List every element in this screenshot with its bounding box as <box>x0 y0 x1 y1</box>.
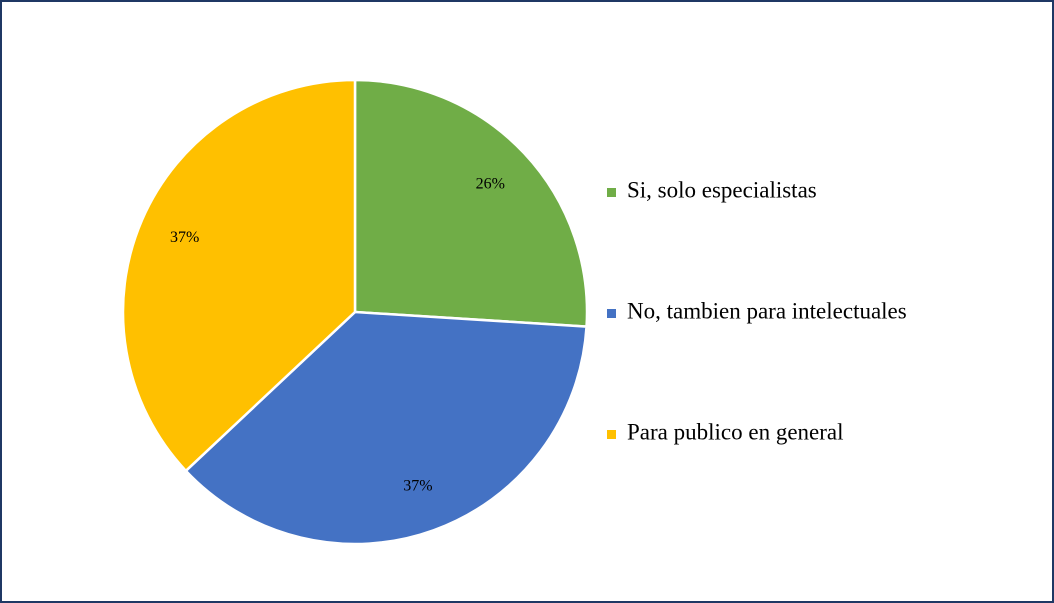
data-label: 37% <box>403 477 432 494</box>
data-label: 26% <box>476 176 505 193</box>
pie-slice <box>353 78 589 328</box>
pie-slice <box>121 78 357 473</box>
legend-swatch <box>607 430 616 439</box>
legend-swatch <box>607 188 616 197</box>
legend-label: No, tambien para intelectuales <box>627 298 907 323</box>
legend-label: Si, solo especialistas <box>627 177 817 202</box>
data-label: 37% <box>170 229 199 246</box>
pie-slice <box>184 310 588 546</box>
legend-label: Para publico en general <box>627 419 844 444</box>
legend-swatch <box>607 309 616 318</box>
